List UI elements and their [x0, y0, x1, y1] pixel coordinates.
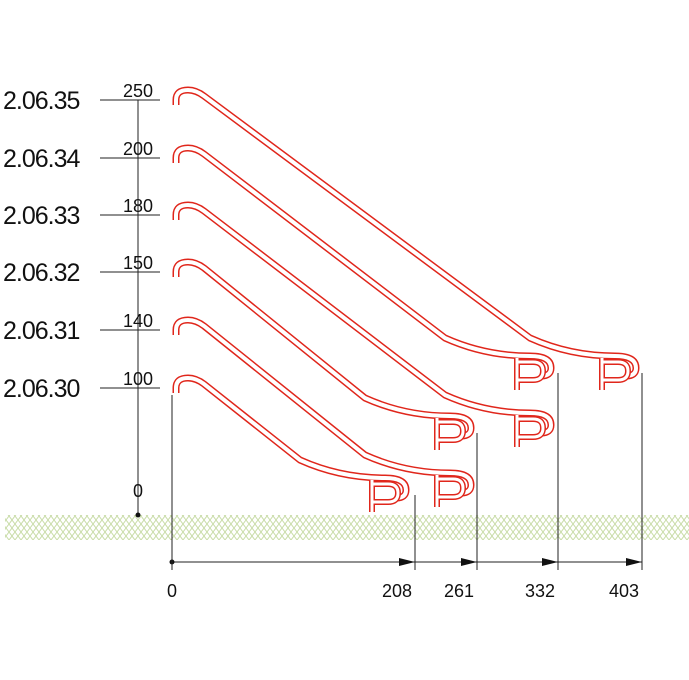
- arrow: [626, 558, 642, 566]
- model-code: 2.06.34: [3, 145, 81, 173]
- width-label: 0: [167, 581, 177, 601]
- support-inner: [515, 415, 545, 447]
- slide-inner: [174, 202, 554, 435]
- height-label: 180: [123, 196, 153, 216]
- slide-inner: [174, 145, 554, 378]
- model-code: 2.06.30: [3, 375, 80, 403]
- slide: [172, 86, 640, 380]
- slide-inner: [174, 259, 474, 438]
- height-label: 150: [123, 253, 153, 273]
- support-inner: [600, 358, 630, 390]
- height-label: 140: [123, 311, 153, 331]
- dimension-dot: [135, 512, 141, 518]
- support-inner: [370, 480, 400, 512]
- model-code: 2.06.33: [3, 202, 80, 230]
- ground-label: 0: [133, 481, 143, 501]
- slide: [172, 144, 555, 380]
- ground: [5, 515, 689, 540]
- height-label: 250: [123, 81, 153, 101]
- slide: [172, 258, 475, 440]
- width-label: 332: [525, 581, 555, 601]
- support-inner: [435, 418, 465, 450]
- slide-inner: [174, 375, 409, 500]
- slide-inner: [174, 317, 474, 495]
- model-code: 2.06.32: [3, 259, 80, 287]
- width-label: 261: [444, 581, 474, 601]
- arrow: [542, 558, 558, 566]
- width-label: 208: [382, 581, 412, 601]
- height-label: 100: [123, 369, 153, 389]
- arrow: [461, 558, 477, 566]
- model-code: 2.06.31: [3, 317, 80, 345]
- support-inner: [435, 475, 465, 507]
- model-code: 2.06.35: [3, 87, 80, 115]
- support-inner: [515, 358, 545, 390]
- slide-inner: [174, 87, 639, 378]
- height-label: 200: [123, 139, 153, 159]
- width-label: 403: [609, 581, 639, 601]
- arrow: [399, 558, 415, 566]
